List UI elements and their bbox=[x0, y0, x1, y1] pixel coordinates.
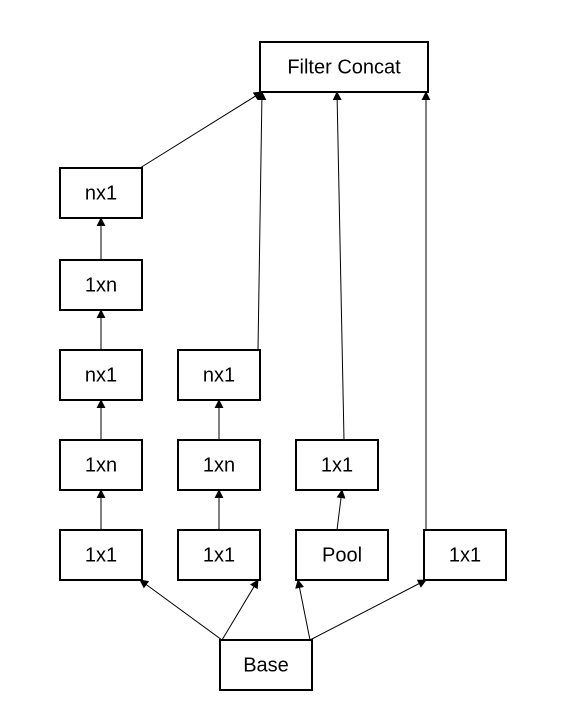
edge-base-to-d_1x1 bbox=[310, 580, 426, 640]
node-a_nx1_2: nx1 bbox=[60, 350, 142, 400]
node-a_1x1: 1x1 bbox=[60, 530, 142, 580]
node-b_nx1: nx1 bbox=[178, 350, 260, 400]
node-label: 1xn bbox=[85, 454, 117, 476]
edge-c_1x1-to-filter_concat bbox=[337, 92, 344, 440]
diagram-canvas: Filter Concat nx1 1xn nx1 1xn 1x1 nx1 1xn 1x1 1x1… bbox=[0, 0, 576, 726]
node-label: 1xn bbox=[85, 274, 117, 296]
edge-base-to-b_1x1 bbox=[222, 580, 258, 640]
node-a_nx1_top: nx1 bbox=[60, 168, 142, 218]
edge-a_nx1_top-to-filter_concat bbox=[140, 92, 262, 168]
node-base: Base bbox=[220, 640, 312, 690]
edge-c_pool-to-c_1x1 bbox=[337, 490, 342, 530]
node-label: 1xn bbox=[203, 454, 235, 476]
node-a_1xn_2: 1xn bbox=[60, 260, 142, 310]
node-d_1x1: 1x1 bbox=[424, 530, 506, 580]
node-label: nx1 bbox=[85, 182, 117, 204]
node-label: Pool bbox=[322, 544, 362, 566]
edge-base-to-c_pool bbox=[298, 580, 310, 640]
node-c_1x1: 1x1 bbox=[296, 440, 378, 490]
node-label: 1x1 bbox=[449, 544, 481, 566]
node-b_1xn: 1xn bbox=[178, 440, 260, 490]
node-c_pool: Pool bbox=[296, 530, 388, 580]
node-label: Base bbox=[243, 654, 289, 676]
node-label: Filter Concat bbox=[287, 56, 401, 78]
node-label: 1x1 bbox=[85, 544, 117, 566]
edge-base-to-a_1x1 bbox=[140, 580, 222, 640]
node-label: nx1 bbox=[85, 364, 117, 386]
node-filter_concat: Filter Concat bbox=[260, 42, 428, 92]
edge-b_nx1-to-filter_concat bbox=[258, 92, 262, 350]
node-label: 1x1 bbox=[321, 454, 353, 476]
node-label: nx1 bbox=[203, 364, 235, 386]
nodes-layer: Filter Concat nx1 1xn nx1 1xn 1x1 nx1 1xn 1x1 1x1… bbox=[60, 42, 506, 690]
node-b_1x1: 1x1 bbox=[178, 530, 260, 580]
node-a_1xn_1: 1xn bbox=[60, 440, 142, 490]
node-label: 1x1 bbox=[203, 544, 235, 566]
